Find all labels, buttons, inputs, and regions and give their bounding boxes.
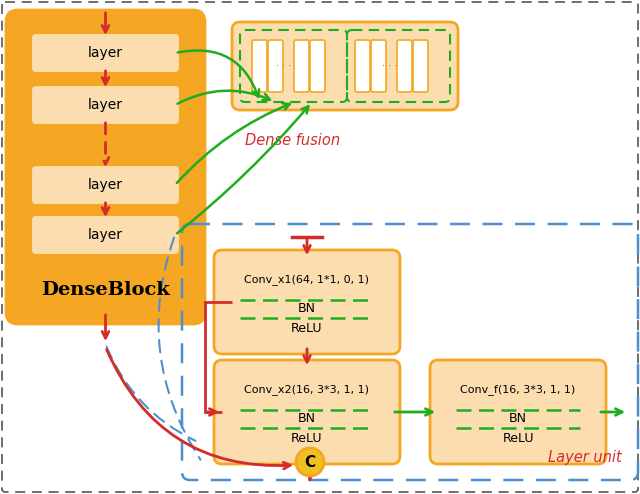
FancyBboxPatch shape	[31, 85, 180, 125]
FancyBboxPatch shape	[31, 33, 180, 73]
FancyBboxPatch shape	[214, 360, 400, 464]
FancyBboxPatch shape	[252, 40, 267, 92]
Text: layer: layer	[88, 46, 123, 60]
FancyBboxPatch shape	[268, 40, 283, 92]
Text: DenseBlock: DenseBlock	[41, 281, 170, 299]
FancyBboxPatch shape	[214, 250, 400, 354]
Circle shape	[296, 448, 324, 476]
Text: ReLU: ReLU	[502, 431, 534, 445]
FancyBboxPatch shape	[31, 165, 180, 205]
FancyBboxPatch shape	[413, 40, 428, 92]
FancyBboxPatch shape	[355, 40, 370, 92]
FancyBboxPatch shape	[371, 40, 386, 92]
FancyBboxPatch shape	[430, 360, 606, 464]
Text: BN: BN	[298, 412, 316, 424]
Text: Conv_x2(16, 3*3, 1, 1): Conv_x2(16, 3*3, 1, 1)	[244, 384, 369, 396]
Text: BN: BN	[298, 301, 316, 315]
Text: layer: layer	[88, 178, 123, 192]
FancyBboxPatch shape	[31, 215, 180, 255]
Text: · · ·: · · ·	[382, 61, 397, 71]
FancyBboxPatch shape	[232, 22, 458, 110]
FancyBboxPatch shape	[310, 40, 325, 92]
Text: ReLU: ReLU	[291, 322, 323, 334]
Text: · · ·: · · ·	[276, 61, 292, 71]
FancyBboxPatch shape	[6, 10, 205, 324]
Text: Layer unit: Layer unit	[548, 450, 622, 464]
Text: layer: layer	[88, 228, 123, 242]
Text: ReLU: ReLU	[291, 431, 323, 445]
Text: Conv_x1(64, 1*1, 0, 1): Conv_x1(64, 1*1, 0, 1)	[244, 275, 369, 286]
Text: Conv_f(16, 3*3, 1, 1): Conv_f(16, 3*3, 1, 1)	[460, 384, 575, 396]
Text: layer: layer	[88, 98, 123, 112]
FancyBboxPatch shape	[294, 40, 309, 92]
Text: C: C	[305, 454, 316, 469]
FancyBboxPatch shape	[397, 40, 412, 92]
Text: BN: BN	[509, 412, 527, 424]
Text: Dense fusion: Dense fusion	[245, 132, 340, 148]
